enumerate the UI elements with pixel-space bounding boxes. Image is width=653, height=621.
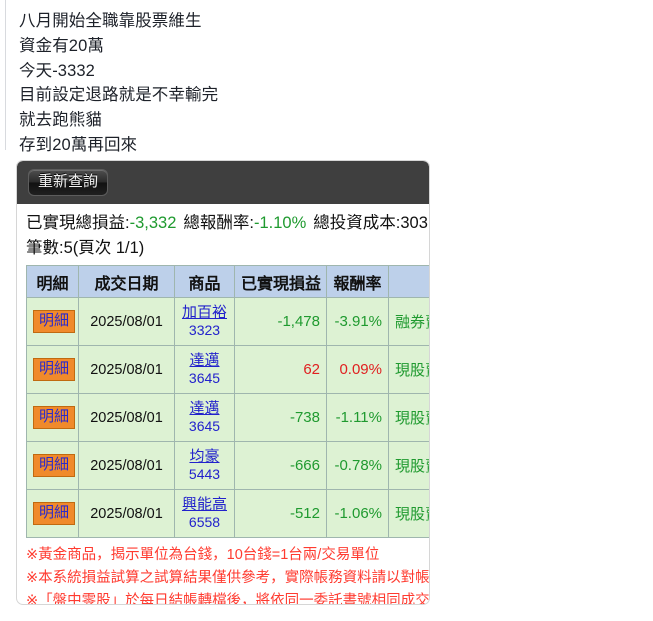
cell-return-rate: -1.11% — [326, 393, 389, 442]
product-name-link[interactable]: 達邁 — [189, 400, 220, 417]
cell-trade-date: 2025/08/01 — [78, 345, 175, 394]
cell-product: 達邁 3645 — [174, 345, 235, 394]
cell-product: 加百裕 3323 — [174, 297, 235, 346]
detail-button[interactable]: 明細 — [33, 405, 76, 430]
post-line-2: 資金有20萬 — [19, 36, 104, 55]
cell-detail: 明細 — [26, 393, 79, 442]
column-header-trade-date: 成交日期 — [78, 265, 175, 298]
product-name-link[interactable]: 均豪 — [189, 448, 220, 465]
cell-detail: 明細 — [26, 297, 79, 346]
note-line-3: ※「盤中零股」於每日結帳轉檔後，將依同一委託書號相同成交 — [26, 593, 430, 605]
requery-button[interactable]: 重新查詢 — [28, 169, 109, 196]
cell-detail: 明細 — [26, 441, 79, 490]
table-body: 明細2025/08/01加百裕3323-1,478-3.91%融券賣出(沖明細2… — [26, 297, 429, 538]
column-header-return-rate: 報酬率 — [326, 265, 389, 298]
cell-realized-pnl: -512 — [234, 489, 327, 538]
product-name-link[interactable]: 達邁 — [189, 352, 220, 369]
cell-trade-date: 2025/08/01 — [78, 489, 175, 538]
product-name-link[interactable]: 興能高 — [181, 496, 227, 513]
cell-return-rate: -1.06% — [326, 489, 389, 538]
product-name-link[interactable]: 加百裕 — [181, 304, 227, 321]
cell-category: 現股賣出(沖 — [388, 489, 429, 538]
column-header-category: 類別 — [388, 265, 429, 298]
total-return-value: -1.10% — [253, 214, 307, 232]
total-cost-label: 總投資成本: — [313, 214, 401, 232]
post-left-rule — [5, 0, 6, 150]
column-header-realized-pnl: 已實現損益 — [234, 265, 327, 298]
note-line-1: ※黃金商品，揭示單位為台錢，10台錢=1台兩/交易單位 — [26, 547, 380, 563]
cell-category: 融券賣出(沖 — [388, 297, 429, 346]
cell-return-rate: 0.09% — [326, 345, 389, 394]
product-code: 3645 — [188, 370, 221, 386]
total-return-label: 總報酬率: — [183, 214, 254, 232]
disclaimer-notes: ※黃金商品，揭示單位為台錢，10台錢=1台兩/交易單位 ※本系統損益試算之試算結… — [17, 538, 430, 605]
product-code: 6558 — [188, 514, 221, 530]
note-line-2: ※本系統損益試算之試算結果僅供參考，實際帳務資料請以對帳 — [26, 570, 430, 586]
summary-line-totals: 已實現總損益:-3,332 總報酬率:-1.10% 總投資成本:303, — [26, 211, 429, 236]
cell-category: 現股賣出(沖 — [388, 441, 429, 490]
realized-pnl-table: 明細 成交日期 商品 已實現損益 報酬率 類別 明細2025/08/01加百裕3… — [26, 265, 429, 538]
cell-realized-pnl: -738 — [234, 393, 327, 442]
realized-pnl-card: 重新查詢 已實現總損益:-3,332 總報酬率:-1.10% 總投資成本:303, … — [16, 160, 430, 605]
post-line-3: 今天-3332 — [19, 61, 95, 80]
cell-trade-date: 2025/08/01 — [78, 441, 175, 490]
table-header-row: 明細 成交日期 商品 已實現損益 報酬率 類別 — [26, 265, 429, 298]
detail-button[interactable]: 明細 — [33, 453, 76, 478]
detail-button[interactable]: 明細 — [33, 357, 76, 382]
cell-realized-pnl: 62 — [234, 345, 327, 394]
table-container: 明細 成交日期 商品 已實現損益 報酬率 類別 明細2025/08/01加百裕3… — [17, 265, 429, 538]
cell-product: 達邁 3645 — [174, 393, 235, 442]
post-line-4: 目前設定退路就是不幸輸完 — [19, 86, 219, 105]
cell-detail: 明細 — [26, 489, 79, 538]
column-header-detail: 明細 — [26, 265, 79, 298]
product-code: 3645 — [188, 418, 221, 434]
post-body: 八月開始全職靠股票維生 資金有20萬 今天-3332 目前設定退路就是不幸輸完 … — [0, 0, 653, 158]
cell-trade-date: 2025/08/01 — [78, 393, 175, 442]
post-line-6: 存到20萬再回來 — [19, 135, 138, 154]
cell-detail: 明細 — [26, 345, 79, 394]
column-header-product: 商品 — [174, 265, 235, 298]
record-count: 筆數:5(頁次 1/1) — [26, 239, 145, 257]
cell-category: 現股賣出(沖 — [388, 345, 429, 394]
cell-return-rate: -0.78% — [326, 441, 389, 490]
detail-button[interactable]: 明細 — [33, 501, 76, 526]
realized-total-value: -3,332 — [129, 214, 177, 232]
card-toolbar: 重新查詢 — [17, 161, 429, 204]
cell-product: 均豪 5443 — [174, 441, 235, 490]
cell-trade-date: 2025/08/01 — [78, 297, 175, 346]
total-cost-value: 303, — [400, 214, 430, 232]
post-line-5: 就去跑熊貓 — [19, 111, 102, 130]
cell-category: 現股賣出(沖 — [388, 393, 429, 442]
product-code: 3323 — [188, 322, 221, 338]
product-code: 5443 — [188, 466, 221, 482]
post-line-1: 八月開始全職靠股票維生 — [19, 12, 202, 30]
cell-return-rate: -3.91% — [326, 297, 389, 346]
cell-realized-pnl: -666 — [234, 441, 327, 490]
cell-realized-pnl: -1,478 — [234, 297, 327, 346]
realized-total-label: 已實現總損益: — [26, 214, 130, 232]
summary-bar: 已實現總損益:-3,332 總報酬率:-1.10% 總投資成本:303, 筆數:5(… — [17, 204, 429, 265]
cell-product: 興能高 6558 — [174, 489, 235, 538]
detail-button[interactable]: 明細 — [33, 309, 76, 334]
